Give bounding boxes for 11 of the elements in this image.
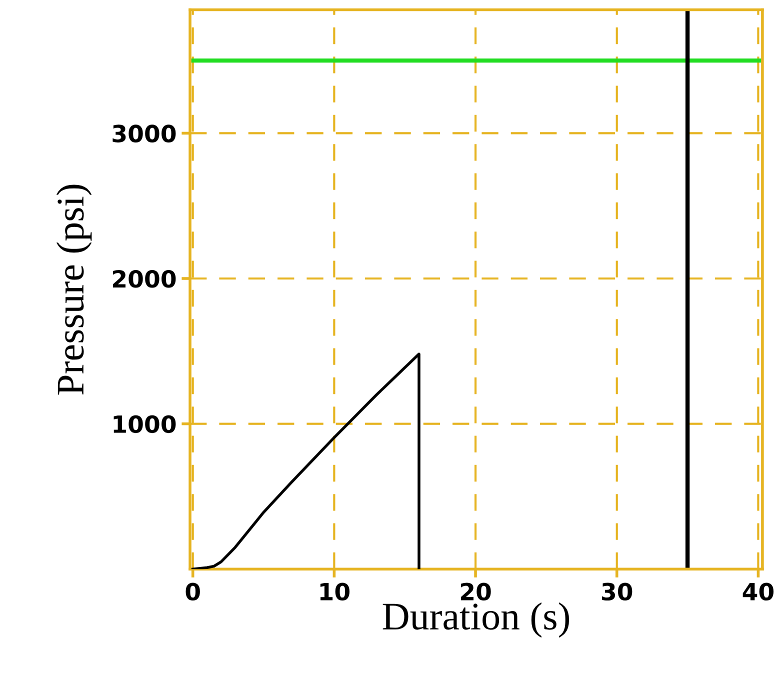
x-axis-title: Duration (s) bbox=[382, 602, 570, 638]
y-tick-label: 3000 bbox=[112, 124, 176, 143]
x-tick-label: 20 bbox=[460, 582, 491, 601]
x-tick-label: 40 bbox=[742, 582, 774, 601]
x-tick-label: 30 bbox=[602, 582, 632, 601]
y-tick-label: 1000 bbox=[114, 415, 176, 434]
y-tick-label: 2000 bbox=[112, 270, 176, 288]
x-tick-label: 0 bbox=[186, 582, 200, 601]
x-tick-label: 10 bbox=[320, 582, 350, 601]
y-axis-title: Pressure (psi) bbox=[56, 184, 92, 395]
line-series bbox=[191, 352, 420, 570]
